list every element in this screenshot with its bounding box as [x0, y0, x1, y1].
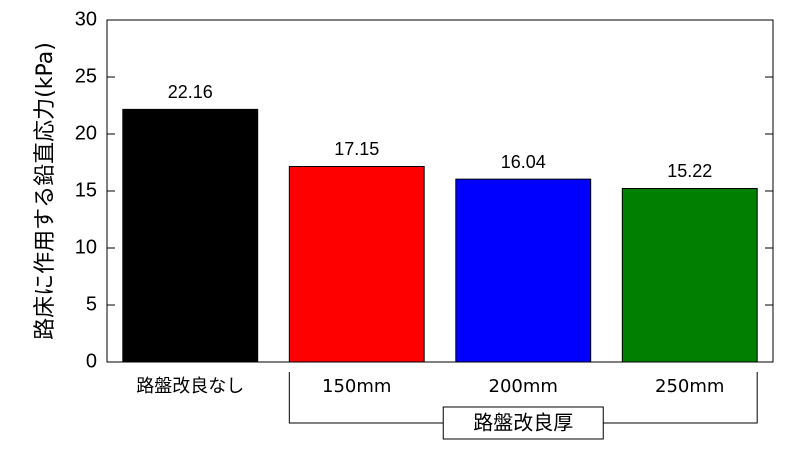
x-tick-label: 150mm — [322, 376, 391, 397]
x-tick-label: 路盤改良なし — [136, 376, 244, 397]
y-tick-label: 15 — [75, 179, 97, 201]
bar — [288, 165, 425, 363]
group-box — [442, 406, 604, 440]
y-tick-label: 10 — [75, 236, 97, 258]
group-label: 路盤改良厚 — [473, 411, 573, 435]
x-tick-label: 250mm — [655, 376, 724, 397]
bar — [122, 108, 259, 363]
bar — [621, 187, 758, 363]
value-label: 15.22 — [667, 161, 712, 181]
value-label: 22.16 — [168, 82, 213, 102]
value-label: 17.15 — [334, 139, 379, 159]
y-tick-label: 25 — [75, 65, 97, 87]
y-tick-label: 30 — [75, 8, 97, 30]
bar — [455, 178, 592, 363]
y-tick-label: 20 — [75, 122, 97, 144]
group-bracket — [288, 372, 758, 424]
y-tick-label: 0 — [86, 350, 97, 372]
y-axis-label: 路床に作用する鉛直応力(kPa) — [33, 42, 58, 340]
x-tick-label: 200mm — [489, 376, 558, 397]
value-label: 16.04 — [501, 152, 546, 172]
y-tick-label: 5 — [86, 293, 97, 315]
plot-frame — [106, 19, 774, 363]
